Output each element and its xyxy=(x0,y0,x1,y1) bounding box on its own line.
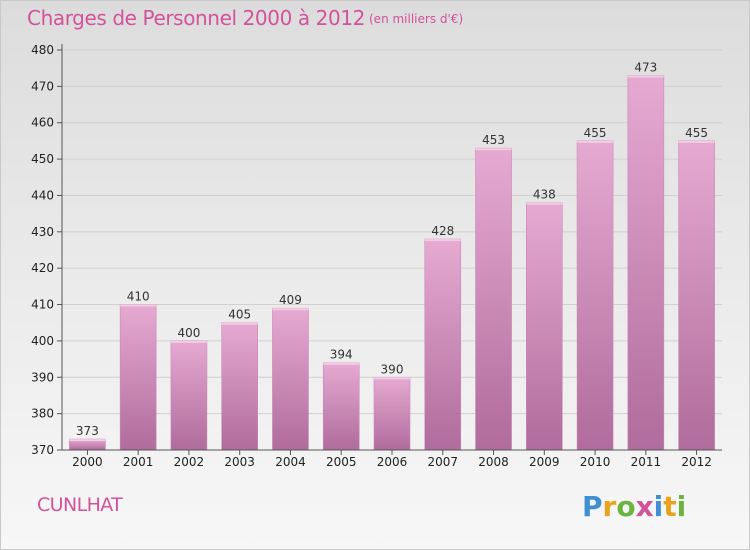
y-tick-label: 370 xyxy=(31,443,54,457)
y-tick-label: 480 xyxy=(31,43,54,57)
bars xyxy=(69,75,715,451)
bar-highlight xyxy=(424,239,461,242)
bar-2004 xyxy=(272,307,309,451)
bar-2009 xyxy=(526,202,563,451)
x-tick-label: 2000 xyxy=(72,455,103,469)
bar-highlight xyxy=(323,362,360,365)
bar-highlight xyxy=(120,304,157,307)
bar-2001 xyxy=(119,304,157,451)
axes xyxy=(57,44,722,455)
bar-2008 xyxy=(475,147,512,451)
bar-2005 xyxy=(322,362,360,451)
y-tick-label: 400 xyxy=(31,334,54,348)
bar-highlight xyxy=(627,75,664,78)
data-label: 410 xyxy=(127,290,150,304)
y-tick-label: 390 xyxy=(31,370,54,384)
bar-highlight xyxy=(678,140,715,143)
x-tick-label: 2010 xyxy=(580,455,611,469)
data-label: 394 xyxy=(330,348,353,362)
data-label: 473 xyxy=(634,60,657,74)
x-tick-label: 2008 xyxy=(478,455,509,469)
bar-2011 xyxy=(627,75,665,451)
svg-text:Proxiti: Proxiti xyxy=(582,490,686,523)
x-tick-label: 2009 xyxy=(529,455,560,469)
place-name: CUNLHAT xyxy=(37,494,123,516)
data-label: 428 xyxy=(431,224,454,238)
data-label: 409 xyxy=(279,293,302,307)
data-label: 453 xyxy=(482,133,505,147)
y-tick-label: 380 xyxy=(31,407,54,421)
chart-subtitle: (en milliers d'€) xyxy=(369,12,464,26)
x-tick-label: 2012 xyxy=(681,455,712,469)
x-tick-label: 2011 xyxy=(631,455,662,469)
bar-highlight xyxy=(69,439,106,442)
x-tick-label: 2002 xyxy=(174,455,205,469)
bar-2002 xyxy=(170,340,208,451)
x-tick-label: 2005 xyxy=(326,455,357,469)
data-label: 455 xyxy=(685,126,708,140)
x-tick-label: 2006 xyxy=(377,455,408,469)
data-label: 405 xyxy=(228,308,251,322)
data-label: 455 xyxy=(584,126,607,140)
bar-2010 xyxy=(576,140,614,451)
x-tick-label: 2007 xyxy=(427,455,458,469)
y-tick-label: 420 xyxy=(31,261,54,275)
x-tick-label: 2001 xyxy=(123,455,154,469)
bar-2012 xyxy=(678,140,715,451)
y-tick-label: 430 xyxy=(31,225,54,239)
data-label: 400 xyxy=(177,326,200,340)
data-label: 373 xyxy=(76,424,99,438)
bar-highlight xyxy=(170,340,207,343)
bar-highlight xyxy=(221,322,258,325)
bar-2003 xyxy=(221,322,258,451)
y-tick-label: 470 xyxy=(31,79,54,93)
bar-highlight xyxy=(374,377,410,380)
proxiti-logo[interactable]: Proxiti xyxy=(580,484,692,528)
data-label: 390 xyxy=(381,362,404,376)
y-tick-label: 440 xyxy=(31,188,54,202)
x-tick-label: 2003 xyxy=(224,455,255,469)
bar-2006 xyxy=(373,376,411,451)
bar-highlight xyxy=(526,202,563,205)
bar-highlight xyxy=(272,308,309,311)
chart-title: Charges de Personnel 2000 à 2012 xyxy=(27,6,365,30)
bar-highlight xyxy=(577,140,614,143)
data-label: 438 xyxy=(533,188,556,202)
y-tick-label: 450 xyxy=(31,152,54,166)
bar-2007 xyxy=(424,238,462,451)
bar-highlight xyxy=(475,148,512,151)
x-tick-label: 2004 xyxy=(275,455,306,469)
y-tick-label: 410 xyxy=(31,298,54,312)
y-tick-label: 460 xyxy=(31,116,54,130)
labels: 370 380 390 400 410 420 430 440 450 460 470 480 373 2… xyxy=(31,43,712,469)
